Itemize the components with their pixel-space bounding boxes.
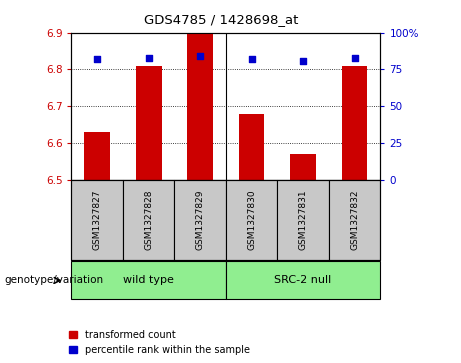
Bar	[278, 180, 329, 260]
Point	[145, 55, 152, 61]
Bar	[84, 132, 110, 180]
Legend: transformed count, percentile rank within the sample: transformed count, percentile rank withi…	[70, 330, 250, 355]
Bar	[71, 261, 226, 299]
Text: GSM1327828: GSM1327828	[144, 189, 153, 250]
Bar	[239, 114, 265, 180]
Text: GSM1327832: GSM1327832	[350, 189, 359, 250]
Bar	[174, 180, 226, 260]
Point	[300, 58, 307, 64]
Point	[196, 53, 204, 59]
Point	[351, 55, 358, 61]
Bar	[123, 180, 174, 260]
Text: genotype/variation: genotype/variation	[5, 276, 104, 285]
Text: SRC-2 null: SRC-2 null	[274, 276, 332, 285]
Text: GSM1327829: GSM1327829	[195, 189, 205, 250]
Bar	[329, 180, 380, 260]
Point	[94, 56, 101, 62]
Point	[248, 56, 255, 62]
Text: GSM1327831: GSM1327831	[299, 189, 307, 250]
Text: GSM1327827: GSM1327827	[93, 189, 102, 250]
Bar	[71, 180, 123, 260]
Bar	[226, 180, 278, 260]
Text: wild type: wild type	[123, 276, 174, 285]
Bar	[226, 261, 380, 299]
Bar	[342, 66, 367, 180]
Bar	[187, 33, 213, 180]
Text: GSM1327830: GSM1327830	[247, 189, 256, 250]
Text: GDS4785 / 1428698_at: GDS4785 / 1428698_at	[144, 13, 298, 26]
Bar	[290, 154, 316, 180]
Bar	[136, 66, 161, 180]
